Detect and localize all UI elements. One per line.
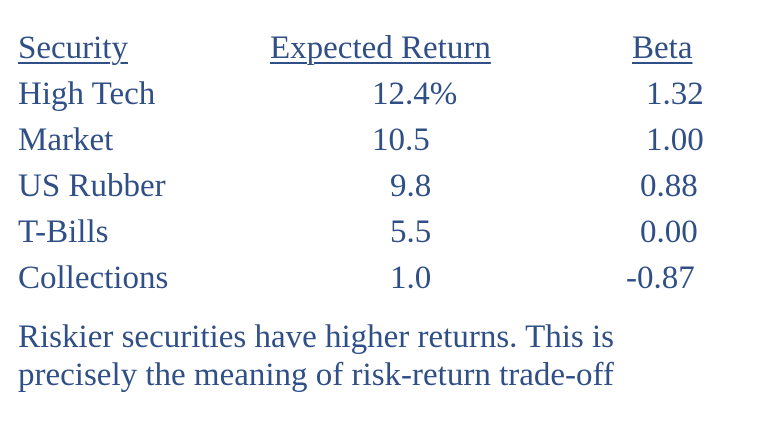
row-beta-t-bills: 0.00 xyxy=(640,214,698,250)
note-paragraph: Riskier securities have higher returns. … xyxy=(18,318,758,394)
header-security: Security xyxy=(18,30,128,66)
row-beta-market: 1.00 xyxy=(646,122,704,158)
row-security-high-tech: High Tech xyxy=(18,76,156,112)
row-return-market: 10.5 xyxy=(372,122,430,158)
row-security-t-bills: T-Bills xyxy=(18,214,109,250)
note-line-1: Riskier securities have higher returns. … xyxy=(18,319,615,355)
row-beta-high-tech: 1.32 xyxy=(646,76,704,112)
header-expected-return: Expected Return xyxy=(270,30,491,66)
row-security-market: Market xyxy=(18,122,114,158)
row-return-t-bills: 5.5 xyxy=(390,214,432,250)
row-return-collections: 1.0 xyxy=(390,260,432,296)
row-return-high-tech: 12.4% xyxy=(372,76,458,112)
row-security-us-rubber: US Rubber xyxy=(18,168,166,204)
row-return-us-rubber: 9.8 xyxy=(390,168,432,204)
row-security-collections: Collections xyxy=(18,260,169,296)
header-beta: Beta xyxy=(632,30,693,66)
note-line-2: precisely the meaning of risk-return tra… xyxy=(18,357,614,393)
row-beta-collections: -0.87 xyxy=(626,260,695,296)
row-beta-us-rubber: 0.88 xyxy=(640,168,698,204)
